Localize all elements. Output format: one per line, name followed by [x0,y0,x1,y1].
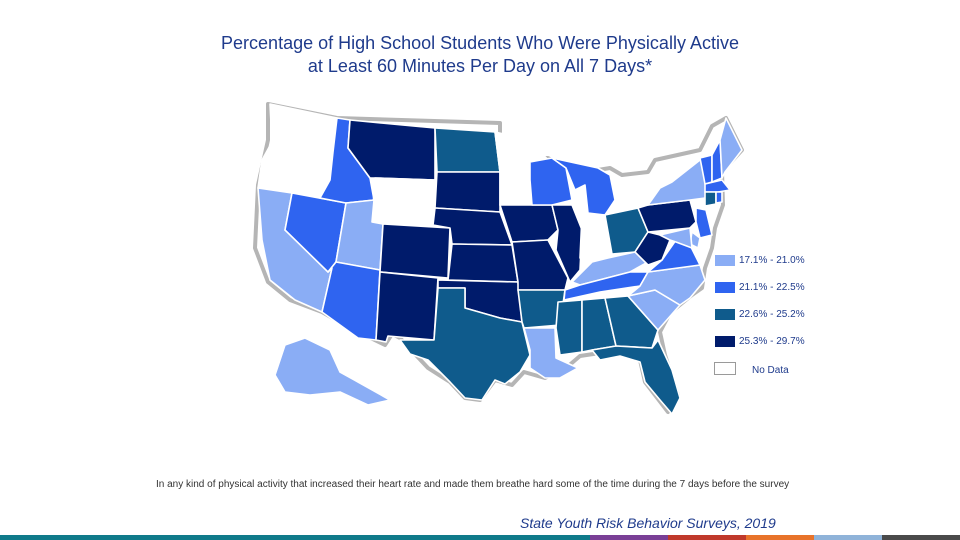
state-IL [551,204,583,283]
legend-swatch-3 [714,308,736,321]
state-WY [371,177,436,226]
map-title: Percentage of High School Students Who W… [140,32,820,78]
state-MD [659,227,693,249]
legend-label-3: 22.6% - 25.2% [739,309,805,320]
state-NJ [695,207,713,239]
state-KS [447,243,519,283]
state-HI [212,309,266,339]
legend-swatch-no-data [714,362,736,375]
state-ND [434,127,501,173]
state-MA [704,179,731,193]
footnote: In any kind of physical activity that in… [156,479,790,490]
state-IN [579,214,609,263]
state-WA [269,103,338,153]
state-AR [517,289,566,329]
bottom-bar-segment [668,535,746,540]
state-MS [555,299,583,356]
map-title-line-2: at Least 60 Minutes Per Day on All 7 Day… [307,56,653,76]
state-AZ [321,261,381,341]
bottom-bar-segment [814,535,882,540]
legend-swatch-4 [714,335,736,348]
legend-swatch-2 [714,281,736,294]
legend-swatch-1 [714,254,736,267]
legend-label-2: 21.1% - 22.5% [739,282,805,293]
state-CO [379,223,451,279]
state-NM [375,271,439,343]
state-ME [719,117,743,179]
state-GA [604,295,659,349]
state-MI [551,157,616,216]
state-SD [434,171,501,213]
legend-label-1: 17.1% - 21.0% [739,255,805,266]
state-PA [637,199,697,233]
state-FL [591,339,681,415]
bottom-bar-segment [882,535,960,540]
state-AK [274,337,391,406]
bottom-bar-segment [746,535,814,540]
state-LA [523,327,579,379]
state-TX [399,287,531,401]
map-title-line-1: Percentage of High School Students Who W… [221,33,739,53]
state-RI [715,191,723,204]
source-citation: State Youth Risk Behavior Surveys, 2019 [520,515,776,531]
bottom-color-bar [0,535,960,540]
bottom-bar-segment [0,535,590,540]
legend-label-4: 25.3% - 29.7% [739,336,805,347]
legend-label-no-data: No Data [752,365,789,376]
state-CT [704,191,717,207]
bottom-bar-segment [590,535,668,540]
